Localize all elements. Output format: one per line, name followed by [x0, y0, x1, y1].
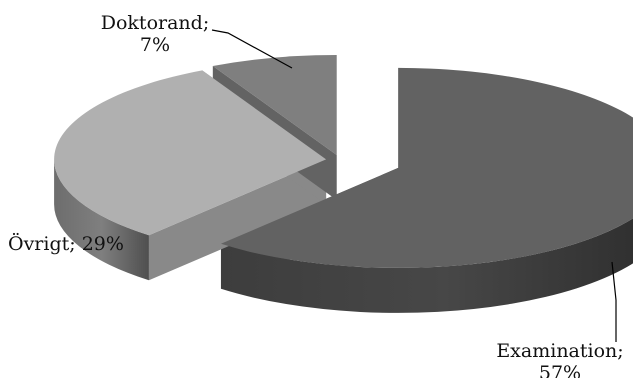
leader-lines	[211, 29, 617, 342]
slice-tops	[54, 54, 633, 268]
label-doktorand: Doktorand; 7%	[90, 12, 220, 56]
label-ovrigt: Övrigt; 29%	[8, 233, 124, 255]
label-examination-name: Examination;	[496, 340, 624, 362]
slice-edge-vrigt-0	[54, 159, 149, 281]
slice-edge-examination-0	[220, 218, 633, 313]
label-examination: Examination; 57%	[490, 340, 630, 378]
label-ovrigt-text: Övrigt; 29%	[8, 233, 124, 255]
leader-line-doktorand	[211, 29, 293, 69]
leader-line-examination	[611, 261, 617, 342]
label-examination-pct: 57%	[538, 362, 582, 378]
slice-top-vrigt	[54, 70, 327, 236]
label-doktorand-pct: 7%	[139, 34, 171, 56]
slice-top-doktorand	[212, 54, 337, 155]
slice-wall-vrigt-0	[148, 159, 327, 281]
slice-top-examination	[220, 67, 633, 268]
label-doktorand-name: Doktorand;	[100, 12, 210, 34]
